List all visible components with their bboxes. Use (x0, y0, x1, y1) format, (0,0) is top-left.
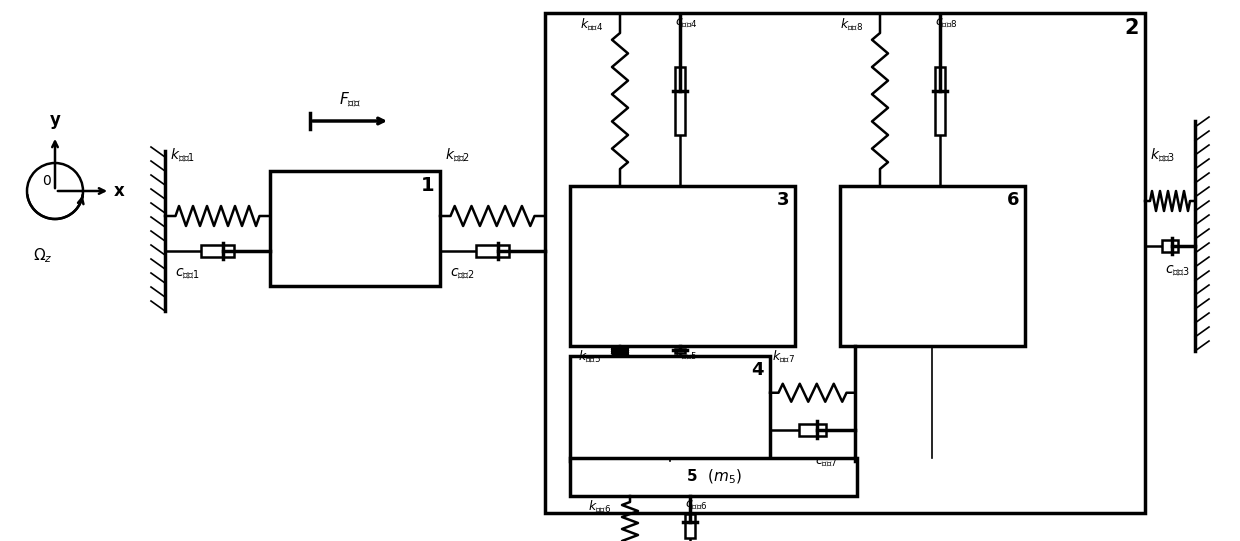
Bar (570, 356, 770, 461)
Text: $\mathit{c}$$_{\sf{敏感5}}$: $\mathit{c}$$_{\sf{敏感5}}$ (675, 348, 698, 361)
Bar (570, 186, 795, 346)
Text: 6: 6 (1007, 191, 1019, 209)
Text: $\Omega_z$: $\Omega_z$ (33, 246, 53, 265)
Bar (935, 67, 945, 135)
Text: $\mathit{c}$$_{\sf{敏感6}}$: $\mathit{c}$$_{\sf{敏感6}}$ (684, 498, 708, 511)
Bar (476, 245, 510, 257)
Bar (1162, 240, 1178, 252)
Text: $\mathit{k}$$_{\sf{敏感5}}$: $\mathit{k}$$_{\sf{敏感5}}$ (578, 348, 601, 364)
Text: 1: 1 (420, 176, 434, 195)
Text: $F_{\sf{激励}}$: $F_{\sf{激励}}$ (340, 90, 361, 109)
Text: $\mathit{c}$$_{\sf{敏感8}}$: $\mathit{c}$$_{\sf{敏感8}}$ (935, 16, 957, 29)
Bar (675, 67, 684, 135)
Text: $\mathbf{y}$: $\mathbf{y}$ (48, 113, 61, 131)
Text: $\mathit{c}$$_{\sf{激励2}}$: $\mathit{c}$$_{\sf{激励2}}$ (450, 266, 475, 281)
Text: $\mathit{c}$$_{\sf{激励1}}$: $\mathit{c}$$_{\sf{激励1}}$ (175, 266, 200, 281)
Text: 4: 4 (751, 361, 764, 379)
Text: 2: 2 (1125, 18, 1140, 38)
Bar (546, 13, 1145, 513)
Bar (270, 171, 440, 286)
Text: $\mathit{k}$$_{\sf{激励3}}$: $\mathit{k}$$_{\sf{激励3}}$ (1149, 146, 1176, 163)
Text: $\mathit{k}$$_{\sf{激励2}}$: $\mathit{k}$$_{\sf{激励2}}$ (445, 146, 470, 163)
Text: $\mathit{c}$$_{\sf{激励3}}$: $\mathit{c}$$_{\sf{激励3}}$ (1166, 263, 1190, 278)
Bar (839, 186, 1025, 346)
Text: $\mathit{c}$$_{\sf{敏感4}}$: $\mathit{c}$$_{\sf{敏感4}}$ (675, 16, 698, 29)
Text: $\mathit{k}$$_{\sf{激励1}}$: $\mathit{k}$$_{\sf{激励1}}$ (170, 146, 195, 163)
Text: $\mathbf{x}$: $\mathbf{x}$ (113, 182, 125, 200)
Bar (799, 424, 826, 436)
Text: $0$: $0$ (42, 174, 52, 188)
Text: $\mathit{k}$$_{\sf{激励7}}$: $\mathit{k}$$_{\sf{激励7}}$ (773, 348, 795, 364)
Bar (201, 245, 234, 257)
Text: 5  $(m_5)$: 5 $(m_5)$ (686, 468, 742, 486)
Text: 3: 3 (776, 191, 789, 209)
Text: $\mathit{k}$$_{\sf{敏感8}}$: $\mathit{k}$$_{\sf{敏感8}}$ (839, 16, 863, 32)
Bar (675, 349, 684, 353)
Text: $\mathit{k}$$_{\sf{敏感4}}$: $\mathit{k}$$_{\sf{敏感4}}$ (580, 16, 603, 32)
Text: $\mathit{k}$$_{\sf{敏感6}}$: $\mathit{k}$$_{\sf{敏感6}}$ (588, 498, 611, 514)
Bar (684, 514, 694, 538)
Bar (570, 458, 857, 496)
Text: $\mathit{c}$$_{\sf{敏感7}}$: $\mathit{c}$$_{\sf{敏感7}}$ (815, 454, 838, 467)
